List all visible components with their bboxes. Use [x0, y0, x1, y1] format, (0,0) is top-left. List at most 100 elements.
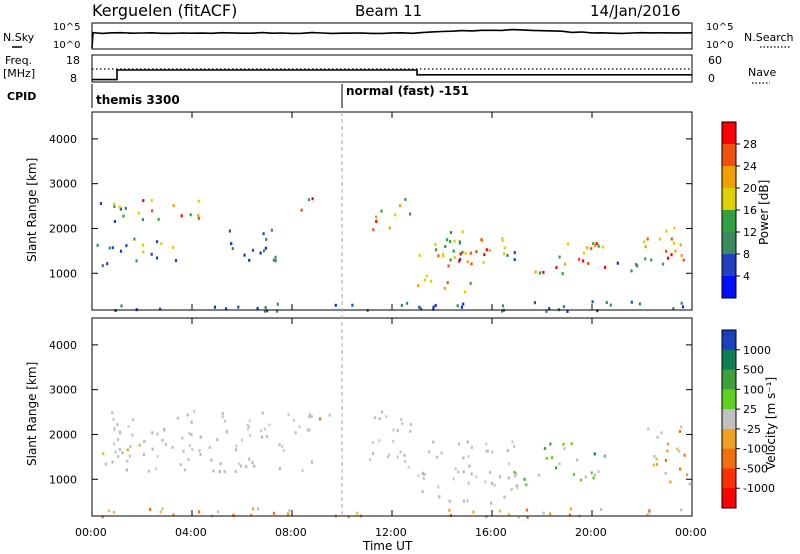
heatmap-cell [438, 495, 441, 499]
heatmap-cell [600, 508, 603, 511]
heatmap-cell [174, 259, 178, 263]
heatmap-cell [516, 484, 519, 488]
heatmap-cell [466, 260, 469, 264]
heatmap-cell [667, 256, 670, 260]
heatmap-cell [511, 440, 514, 444]
heatmap-cell [142, 199, 145, 203]
heatmap-cell [248, 434, 252, 437]
heatmap-cell [453, 255, 456, 259]
heatmap-cell [124, 206, 127, 210]
heatmap-cell [418, 305, 421, 309]
heatmap-cell [172, 204, 175, 208]
heatmap-cell [188, 432, 191, 435]
heatmap-cell [143, 440, 146, 444]
heatmap-cell [374, 416, 377, 420]
heatmap-cell [578, 257, 581, 261]
heatmap-cell [428, 450, 431, 454]
heatmap-cell [129, 445, 132, 448]
heatmap-cell [125, 244, 128, 248]
heatmap-cell [434, 248, 438, 252]
heatmap-cell [513, 470, 516, 474]
heatmap-cell [292, 418, 296, 422]
heatmap-cell [543, 447, 546, 451]
heatmap-cell [113, 219, 116, 223]
heatmap-cell [406, 301, 409, 305]
heatmap-cell [251, 248, 255, 252]
nsky-tick-bottom: 10^0 [53, 40, 80, 51]
heatmap-cell [238, 462, 241, 466]
heatmap-cell [118, 205, 121, 209]
heatmap-cell [452, 249, 455, 253]
heatmap-cell [306, 428, 310, 432]
heatmap-cell [604, 265, 607, 269]
heatmap-cell [261, 435, 264, 439]
heatmap-cell [593, 452, 596, 456]
heatmap-cell [245, 465, 248, 469]
y-tick-label: 1000 [49, 473, 77, 486]
heatmap-cell [250, 513, 253, 517]
heatmap-cell [294, 431, 297, 435]
heatmap-cell [456, 304, 459, 308]
colorbar-tick-label: 16 [743, 204, 757, 217]
heatmap-cell [482, 260, 485, 264]
power-panel-frame [91, 111, 693, 311]
heatmap-cell [683, 453, 686, 457]
heatmap-cell [441, 252, 444, 256]
heatmap-cell [489, 471, 492, 474]
heatmap-cell [485, 248, 488, 252]
heatmap-cell [113, 428, 116, 432]
heatmap-cell [237, 305, 240, 309]
heatmap-cell [127, 424, 130, 428]
heatmap-cell [449, 231, 452, 234]
heatmap-cell [660, 431, 663, 435]
colorbar-swatch [722, 166, 736, 189]
heatmap-cell [135, 259, 138, 263]
heatmap-cell [461, 250, 464, 254]
heatmap-cell [230, 242, 233, 246]
heatmap-cell [381, 410, 384, 414]
heatmap-cell [262, 249, 266, 253]
heatmap-cell [375, 219, 378, 223]
heatmap-cell [572, 472, 575, 476]
heatmap-cell [240, 438, 243, 442]
heatmap-cell [513, 445, 516, 448]
heatmap-cell [460, 305, 463, 309]
heatmap-cell [409, 422, 412, 426]
colorbar-tick-label: 20 [743, 182, 757, 195]
heatmap-cell [636, 264, 639, 268]
heatmap-cell [251, 461, 254, 465]
heatmap-cell [240, 464, 243, 468]
heatmap-cell [137, 211, 140, 215]
nsky-label: N.Sky [3, 31, 35, 44]
heatmap-cell [646, 237, 649, 241]
heatmap-cell [515, 471, 518, 475]
nsky-panel [91, 22, 693, 50]
heatmap-cell [447, 264, 450, 268]
heatmap-cell [126, 459, 129, 463]
heatmap-cell [458, 240, 461, 244]
heatmap-cell [647, 427, 650, 431]
heatmap-cell [257, 507, 260, 511]
colorbar-tick-label: 24 [743, 160, 757, 173]
heatmap-cell [466, 440, 469, 444]
heatmap-cell [208, 446, 211, 449]
heatmap-cell [596, 309, 599, 313]
heatmap-cell [404, 460, 407, 464]
heatmap-cell [281, 445, 284, 449]
heatmap-cell [480, 238, 483, 242]
heatmap-cell [190, 420, 193, 424]
heatmap-cell [147, 469, 150, 473]
colorbar-swatch [722, 428, 736, 449]
heatmap-cell [150, 198, 153, 202]
heatmap-cell [151, 209, 154, 213]
heatmap-cell [243, 253, 246, 257]
heatmap-cell [459, 258, 462, 262]
heatmap-cell [432, 440, 435, 444]
heatmap-cell [298, 425, 301, 429]
heatmap-cell [506, 449, 509, 452]
heatmap-cell [334, 303, 337, 307]
heatmap-cell [563, 447, 566, 451]
colorbar-tick-label: -25 [743, 423, 761, 436]
heatmap-cell [183, 468, 187, 472]
